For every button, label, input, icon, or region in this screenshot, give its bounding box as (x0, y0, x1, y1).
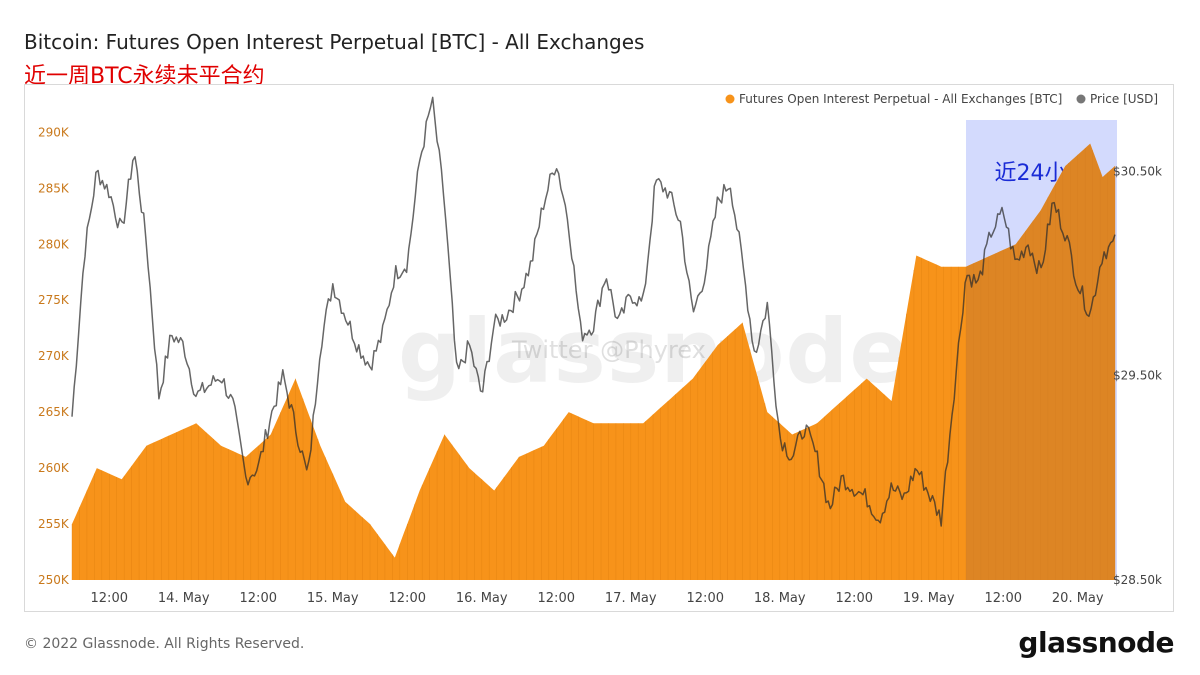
x-tick: 12:00 (389, 591, 426, 606)
x-tick: 19. May (903, 591, 955, 606)
x-tick: 12:00 (836, 591, 873, 606)
x-tick: 18. May (754, 591, 806, 606)
x-tick: 15. May (307, 591, 359, 606)
glassnode-logo: glassnode (1018, 626, 1174, 659)
x-tick: 16. May (456, 591, 508, 606)
price-line (71, 96, 1116, 527)
oi-area-highlighted (966, 143, 1115, 580)
y-left-tick: 260K (38, 461, 70, 475)
x-tick: 12:00 (687, 591, 724, 606)
y-left-tick: 280K (38, 237, 70, 251)
x-tick: 17. May (605, 591, 657, 606)
chart-panel (24, 84, 1174, 612)
y-right-tick: $30.50k (1113, 164, 1162, 178)
legend-label: Price [USD] (1090, 92, 1158, 106)
y-right-tick: $29.50k (1113, 369, 1162, 383)
x-tick: 12:00 (538, 591, 575, 606)
y-left-tick: 270K (38, 349, 70, 363)
x-tick: 12:00 (240, 591, 277, 606)
x-tick: 12:00 (985, 591, 1022, 606)
legend-marker (1076, 94, 1086, 104)
y-left-tick: 250K (38, 573, 70, 587)
y-left-tick: 265K (38, 405, 70, 419)
oi-bars (71, 148, 1116, 580)
x-tick: 20. May (1052, 591, 1104, 606)
copyright-text: © 2022 Glassnode. All Rights Reserved. (24, 636, 305, 652)
y-left-tick: 290K (38, 125, 70, 139)
legend-marker (725, 94, 735, 104)
x-tick: 14. May (158, 591, 210, 606)
legend-label: Futures Open Interest Perpetual - All Ex… (739, 92, 1062, 106)
chart-title: Bitcoin: Futures Open Interest Perpetual… (24, 30, 645, 54)
x-tick: 12:00 (91, 591, 128, 606)
y-right-tick: $28.50k (1113, 573, 1162, 587)
y-left-tick: 285K (38, 181, 70, 195)
y-left-tick: 275K (38, 293, 70, 307)
y-left-tick: 255K (38, 517, 70, 531)
twitter-watermark: Twitter @Phyrex_Ni (512, 336, 743, 364)
